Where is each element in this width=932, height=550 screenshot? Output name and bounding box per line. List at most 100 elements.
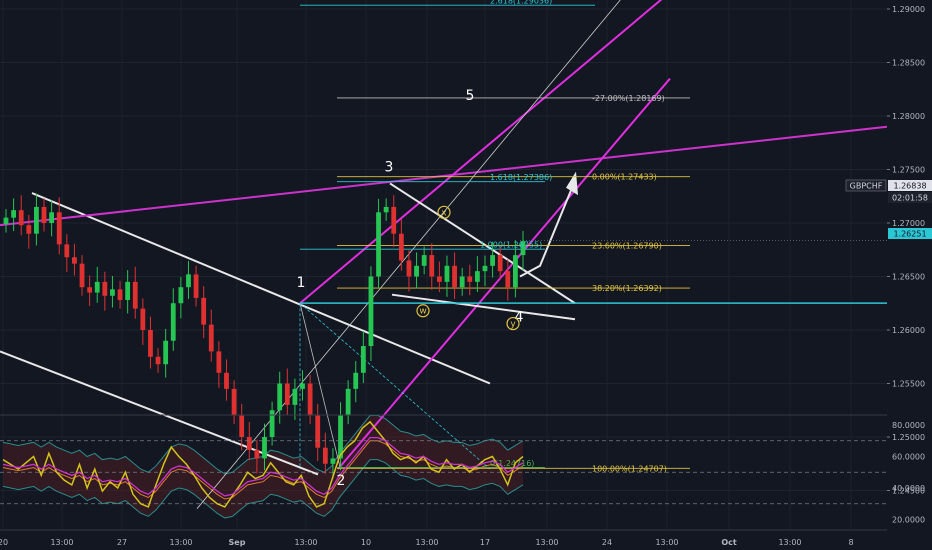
candle-body [406,260,412,277]
time-tick-label: 13:00 [169,538,192,547]
time-tick-label: 24 [602,538,612,547]
candle-body [64,244,70,258]
wave-circle [416,304,430,318]
candle-body [11,210,17,218]
time-axis-labels[interactable]: 20 13:00 27 13:00 Sep 13:00 10 13:00 17 13:00 24 13… [0,538,854,547]
candle-body [170,303,176,341]
time-tick-label: 10 [361,538,371,547]
candle-body [292,388,298,405]
rsi-series-line [2,436,524,497]
candle-body [125,281,131,301]
candle-body [284,383,290,405]
price-tick-label: 1.27500 [892,166,925,175]
candle-body [322,447,328,464]
price-tick-label: 1.25500 [892,380,925,389]
candle-body [353,372,359,389]
candle-body [414,265,419,277]
candle-body [148,330,153,357]
wave-label: 3 [385,160,394,176]
candle-body [383,206,389,213]
candle-body [345,388,351,416]
time-tick-label: 13:00 [294,538,317,547]
time-tick-label: Sep [229,538,246,547]
candle-body [26,225,32,234]
candle-body [330,458,336,464]
wave-circle [437,205,451,219]
candle-body [163,340,169,365]
time-tick-label: 13:00 [535,538,558,547]
fib-extension-label: 0(1.24716) [490,459,534,468]
countdown-label: 02:01:58 [892,194,928,203]
candle-body [398,233,404,261]
candle-body [490,255,495,266]
candle-body [231,388,237,416]
candle-body [216,351,222,373]
symbol-label: GBPCHF [850,182,883,191]
time-tick-label: 20 [0,538,8,547]
price-tick-label: 1.24500 [892,487,925,496]
candle-body [208,324,214,352]
wave-label: 1 [297,275,306,291]
time-tick-label: 13:00 [415,538,438,547]
candle-body [444,265,450,282]
candle-body [239,415,245,437]
rsi-indicator[interactable] [0,420,887,508]
candle-body [132,281,138,309]
rsi-tick-label: 80.0000 [892,421,925,430]
fib-retracement-label: 100.00%(1.24707) [592,464,667,473]
rsi-tick-label: 20.0000 [892,516,925,525]
price-tick-label: 1.27000 [892,219,925,228]
candle-body [72,257,77,264]
candle-body [178,287,184,304]
grid [0,8,887,491]
candle-body [34,206,39,234]
candle-body [307,383,313,416]
fib-extension-label: 2.618(1.29036) [490,0,552,6]
wave-line [299,303,341,468]
price-tick-label: 1.29000 [892,5,925,14]
price-tick-label: 1.28000 [892,112,925,121]
candle-body [269,410,275,437]
wave-circle-label: x [441,208,447,218]
candle-body [41,206,47,223]
magenta-trend-line [0,125,888,227]
last-price-label: 1.26838 [893,182,926,191]
fib-labels: 2.618(1.29036) 1.618(1.27386) 1.000(1.2675… [480,0,667,473]
candle-body [300,383,305,389]
fib-retracement-label: -27.00%(1.28169) [592,94,665,103]
price-tick-label: 1.25000 [892,433,925,442]
candle-body [452,265,457,288]
rsi-tick-label: 40.0000 [892,484,925,493]
candle-body [117,289,123,301]
candle-body [429,255,435,277]
last-price-tag: GBPCHF 1.26838 02:01:58 [845,179,932,203]
triangle-lower [391,293,576,321]
magenta-channel-upper [299,0,663,305]
price-axis[interactable] [887,0,932,550]
arrow-head [566,171,578,196]
price-tick-label: 1.28500 [892,59,925,68]
triangle-upper [389,182,576,305]
candles[interactable] [3,193,526,479]
fib-extension-label: 1.618(1.27386) [490,173,552,182]
candle-body [201,297,207,325]
candle-body [110,289,115,296]
price-tick-label: 1.26000 [892,326,925,335]
candle-body [436,276,442,282]
wave-circle-label: w [419,307,426,317]
marker-price-tag: 1.26251 [888,228,932,239]
time-tick-label: Oct [721,538,737,547]
time-tick-label: 13:00 [778,538,801,547]
candle-body [497,255,503,272]
candle-body [338,415,343,459]
rsi-series-line [2,420,524,508]
candle-body [254,449,260,459]
rsi-axis-labels: 80.0000 60.0000 40.0000 20.0000 [892,421,925,525]
candle-body [467,276,473,282]
fib-retracement-label: 23.60%(1.26790) [592,241,662,250]
time-tick-label: 17 [480,538,490,547]
candle-body [186,274,191,288]
candle-body [262,437,267,459]
